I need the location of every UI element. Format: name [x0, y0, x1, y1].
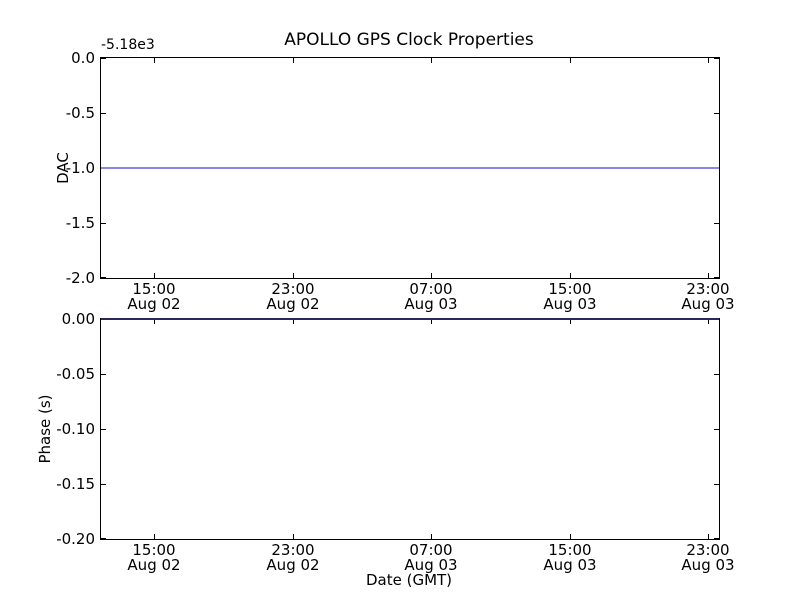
- y-axis-offset-label: -5.18e3: [101, 37, 155, 53]
- x-tick-label-line: Aug 02: [127, 295, 181, 313]
- x-tick-label-line: Aug 03: [681, 556, 735, 574]
- x-tick-label-line: 15:00: [548, 541, 592, 559]
- x-tick-label: 15:00 Aug 03: [525, 282, 615, 312]
- y-tick-mark-left: [101, 538, 106, 539]
- x-tick-mark-bottom: [431, 273, 432, 278]
- x-tick-label-line: 15:00: [548, 280, 592, 298]
- x-tick-mark-top: [154, 58, 155, 63]
- y-tick-mark-left: [101, 223, 106, 224]
- x-tick-mark-top: [431, 319, 432, 324]
- x-tick-label: 23:00 Aug 02: [248, 282, 338, 312]
- x-tick-label: 15:00 Aug 03: [525, 543, 615, 573]
- y-tick-label: -0.05: [56, 365, 95, 383]
- x-tick-label-line: Aug 03: [404, 295, 458, 313]
- x-tick-label-line: Aug 02: [127, 556, 181, 574]
- y-tick-mark-left: [101, 277, 106, 278]
- x-tick-label-line: Aug 02: [266, 295, 320, 313]
- y-tick-mark-right: [714, 484, 719, 485]
- y-tick-mark-right: [714, 58, 719, 59]
- y-tick-label: -0.15: [56, 475, 95, 493]
- x-tick-mark-bottom: [154, 534, 155, 539]
- y-tick-label: -0.20: [56, 530, 95, 548]
- y-tick-label: -1.0: [65, 159, 95, 177]
- phase-data-line: [101, 318, 719, 320]
- x-tick-mark-bottom: [708, 534, 709, 539]
- x-tick-label-line: 23:00: [271, 541, 315, 559]
- x-tick-mark-bottom: [293, 273, 294, 278]
- x-tick-label: 23:00 Aug 03: [663, 543, 753, 573]
- x-tick-mark-bottom: [570, 534, 571, 539]
- y-tick-mark-left: [101, 58, 106, 59]
- x-tick-label-line: 23:00: [686, 280, 730, 298]
- x-tick-mark-bottom: [708, 273, 709, 278]
- x-tick-label-line: Aug 03: [681, 295, 735, 313]
- y-tick-mark-right: [714, 429, 719, 430]
- x-tick-label-line: Aug 03: [543, 556, 597, 574]
- x-tick-label-line: 15:00: [132, 280, 176, 298]
- y-tick-label: 0.0: [71, 49, 95, 67]
- x-tick-label: 07:00 Aug 03: [386, 282, 476, 312]
- x-tick-mark-bottom: [154, 273, 155, 278]
- x-tick-mark-top: [570, 319, 571, 324]
- y-tick-label: -2.0: [65, 269, 95, 287]
- y-tick-mark-right: [714, 277, 719, 278]
- x-tick-label: 15:00 Aug 02: [109, 282, 199, 312]
- x-tick-label-line: 07:00: [409, 280, 453, 298]
- x-tick-label-line: 23:00: [686, 541, 730, 559]
- y-tick-mark-left: [101, 113, 106, 114]
- x-tick-label-line: 23:00: [271, 280, 315, 298]
- x-tick-label-line: Aug 02: [266, 556, 320, 574]
- y-tick-mark-right: [714, 374, 719, 375]
- x-tick-label: 23:00 Aug 02: [248, 543, 338, 573]
- y-tick-mark-left: [101, 484, 106, 485]
- x-tick-label: 07:00 Aug 03: [386, 543, 476, 573]
- y-tick-label: -1.5: [65, 214, 95, 232]
- y-tick-label: 0.00: [61, 310, 95, 328]
- x-tick-mark-bottom: [570, 273, 571, 278]
- x-tick-mark-bottom: [431, 534, 432, 539]
- x-axis-label: Date (GMT): [365, 571, 453, 589]
- y-tick-mark-right: [714, 538, 719, 539]
- x-tick-mark-top: [570, 58, 571, 63]
- phase-subplot-axes: Phase (s) 0.00 -0.05 -0.10 -0.15 -0.20 15:00 A…: [36, 311, 735, 573]
- x-tick-label: 15:00 Aug 02: [109, 543, 199, 573]
- x-tick-mark-top: [293, 58, 294, 63]
- x-tick-mark-top: [431, 58, 432, 63]
- x-tick-mark-top: [708, 319, 709, 324]
- x-tick-label: 23:00 Aug 03: [663, 282, 753, 312]
- dac-subplot-axes: DAC 0.0 -0.5 -1.0 -1.5 -2.0 15:00 Aug 02 23:00 A…: [54, 50, 735, 312]
- x-tick-label-line: Aug 03: [543, 295, 597, 313]
- x-tick-mark-bottom: [293, 534, 294, 539]
- y-tick-mark-left: [101, 429, 106, 430]
- dac-data-line: [101, 167, 719, 169]
- x-tick-label-line: 07:00: [409, 541, 453, 559]
- x-tick-mark-top: [708, 58, 709, 63]
- chart-title: APOLLO GPS Clock Properties: [284, 30, 534, 50]
- y-tick-mark-left: [101, 374, 106, 375]
- y-tick-label: -0.5: [65, 104, 95, 122]
- y-tick-label: -0.10: [56, 420, 95, 438]
- y-tick-mark-right: [714, 113, 719, 114]
- x-tick-mark-top: [293, 319, 294, 324]
- y-tick-mark-right: [714, 223, 719, 224]
- x-tick-label-line: 15:00: [132, 541, 176, 559]
- x-tick-mark-top: [154, 319, 155, 324]
- x-tick-label-line: Aug 03: [404, 556, 458, 574]
